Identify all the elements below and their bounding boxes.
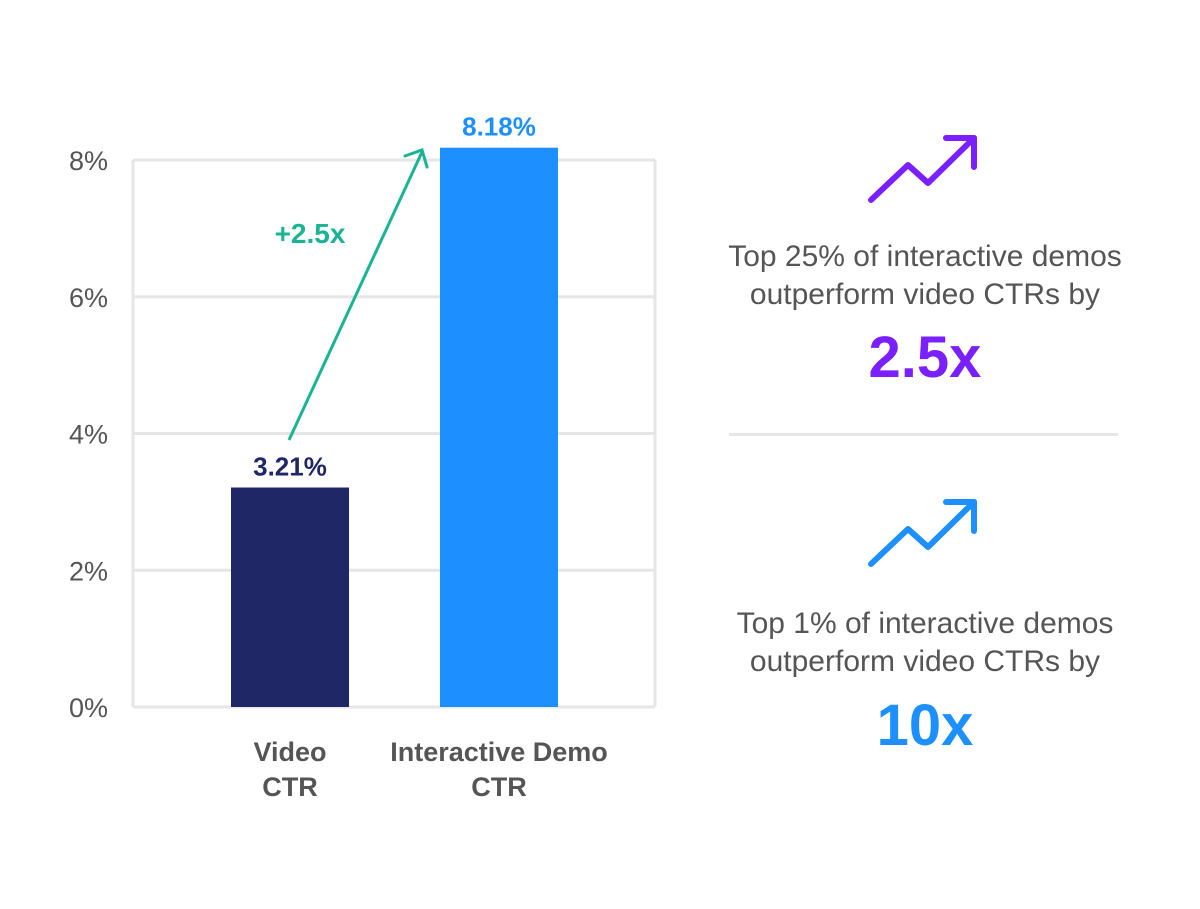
divider (729, 433, 1118, 436)
y-tick-label: 0% (69, 693, 108, 723)
stat-description: Top 25% of interactive demos outperform … (700, 238, 1150, 314)
stat-line: outperform video CTRs by (749, 645, 1101, 678)
bar (231, 487, 349, 707)
data-label: 8.18% (462, 112, 536, 142)
x-tick-label: Video (253, 737, 326, 767)
y-tick-label: 4% (69, 420, 108, 450)
bar (440, 147, 558, 707)
growth-arrow (287, 151, 424, 441)
stat-value: 10x (876, 693, 974, 758)
bar-chart: 0% 2% 4% 6% 8% 3.21% Video CTR 8.18% Interactive… (69, 112, 657, 802)
data-label: 3.21% (253, 452, 327, 482)
trending-up-icon (868, 499, 977, 567)
stat-line: outperform video CTRs by (749, 278, 1101, 311)
trending-up-icon (868, 135, 977, 203)
growth-annotation: +2.5x (275, 218, 346, 249)
x-tick-label: CTR (471, 772, 527, 802)
y-tick-label: 6% (69, 283, 108, 313)
stat-value: 2.5x (868, 325, 982, 390)
stat-description: Top 1% of interactive demos outperform v… (700, 605, 1150, 681)
x-tick-label: Interactive Demo (390, 737, 608, 767)
y-tick-label: 2% (69, 556, 108, 586)
y-tick-label: 8% (69, 146, 108, 176)
x-tick-label: CTR (262, 772, 318, 802)
stat-line: Top 25% of interactive demos (728, 240, 1122, 273)
stat-line: Top 1% of interactive demos (736, 607, 1114, 640)
arrow-head-icon (403, 148, 429, 169)
